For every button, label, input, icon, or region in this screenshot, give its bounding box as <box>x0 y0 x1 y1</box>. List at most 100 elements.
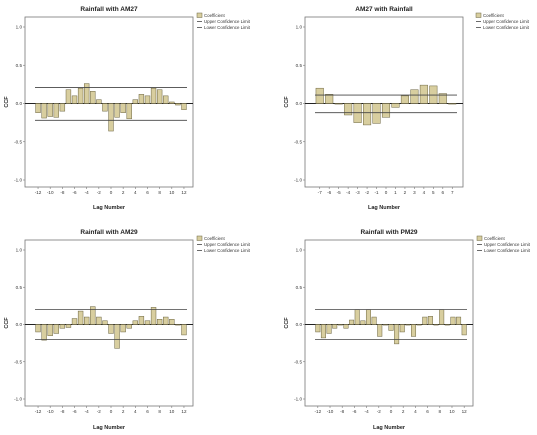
x-tick-label: 4 <box>414 409 417 414</box>
x-tick-label: -6 <box>72 409 77 414</box>
chart-panel-1: Rainfall with AM27 1.0 0.5 0.0 -0.5 -1.0 -12 -1… <box>4 6 251 211</box>
ccf-bar <box>371 316 377 325</box>
ccf-bar <box>156 319 163 325</box>
ccf-bar <box>332 324 338 329</box>
x-tick-label: 12 <box>181 409 187 414</box>
ccf-bar <box>343 324 349 329</box>
ccf-bar <box>365 309 371 325</box>
x-tick-label: -4 <box>365 409 370 414</box>
ccf-bar <box>433 324 439 326</box>
ccf-bar <box>41 324 47 341</box>
ccf-bar <box>163 95 169 104</box>
x-tick-label: -3 <box>356 190 361 195</box>
y-tick-label: 0.0 <box>296 322 303 327</box>
ccf-bar <box>163 316 169 325</box>
y-axis-label: CCF <box>4 96 10 108</box>
ccf-bar <box>144 320 151 325</box>
ccf-bar <box>102 320 108 325</box>
ccf-bar <box>326 324 332 334</box>
ccf-bar <box>175 103 181 106</box>
x-axis-label: Lag Number <box>93 425 126 431</box>
ccf-bar <box>315 324 321 333</box>
ccf-bar <box>405 324 411 326</box>
x-tick-label: 8 <box>158 190 161 195</box>
y-tick-label: -0.5 <box>294 139 302 144</box>
ccf-bar <box>59 103 66 112</box>
ccf-bar <box>419 84 428 104</box>
ccf-bar <box>35 324 41 333</box>
ccf-bar <box>47 324 53 336</box>
x-tick-label: -8 <box>340 409 345 414</box>
legend-coefficient-swatch <box>196 235 203 241</box>
y-tick-label: 1.0 <box>16 248 23 253</box>
x-tick-label: 10 <box>169 190 175 195</box>
ccf-bar <box>439 309 445 325</box>
ccf-bar <box>399 324 405 333</box>
ccf-bar <box>114 103 120 118</box>
chart-panel-4: Rainfall with PM29 1.0 0.5 0.0 -0.5 -1.0 -12 -1… <box>284 229 531 431</box>
ccf-bar <box>377 324 383 337</box>
ccf-bar <box>169 101 175 104</box>
x-tick-label: -1 <box>374 190 379 195</box>
y-tick-label: 1.0 <box>296 248 303 253</box>
x-tick-label: 8 <box>439 409 442 414</box>
y-tick-label: -1.0 <box>14 178 22 183</box>
x-tick-label: -12 <box>314 409 321 414</box>
x-tick-label: 4 <box>134 409 137 414</box>
x-tick-label: -7 <box>318 190 323 195</box>
ccf-bar <box>59 324 66 329</box>
plot-frame <box>304 239 474 407</box>
y-tick-label: 0.5 <box>16 285 23 290</box>
ccf-bar <box>65 324 72 328</box>
ccf-bar <box>181 324 187 336</box>
legend-coefficient-swatch <box>196 12 203 18</box>
ccf-bar <box>320 324 326 339</box>
ccf-bar <box>438 93 447 104</box>
x-tick-label: 8 <box>158 409 161 414</box>
legend-upper-label: Upper Confidence Limit <box>483 19 530 24</box>
x-tick-label: -4 <box>85 409 90 414</box>
ccf-bar <box>77 87 84 104</box>
y-tick-label: -0.5 <box>14 359 22 364</box>
legend-coefficient-swatch <box>475 12 482 18</box>
x-tick-label: 6 <box>442 190 445 195</box>
x-tick-label: -2 <box>97 409 102 414</box>
ccf-bar <box>444 324 450 326</box>
legend-coefficient-label: Coefficient <box>204 13 225 18</box>
x-tick-label: -6 <box>327 190 332 195</box>
x-axis-label: Lag Number <box>373 425 406 431</box>
x-axis-label: Lag Number <box>368 205 401 211</box>
chart-title: AM27 with Rainfall <box>355 6 413 13</box>
x-tick-label: -2 <box>365 190 370 195</box>
ccf-bar <box>427 316 433 325</box>
ccf-bar <box>132 320 139 325</box>
ccf-bar <box>416 324 422 326</box>
legend-lower-label: Lower Confidence Limit <box>484 248 531 253</box>
y-tick-label: 0.0 <box>296 101 303 106</box>
ccf-bar <box>391 103 400 108</box>
ccf-bar <box>47 103 53 117</box>
ccf-bar <box>461 324 467 336</box>
x-tick-label: -4 <box>346 190 351 195</box>
ccf-bar <box>71 318 78 325</box>
ccf-bar <box>77 310 84 325</box>
x-tick-label: -8 <box>60 190 65 195</box>
ccf-bar <box>344 103 353 116</box>
x-tick-label: 6 <box>146 190 149 195</box>
x-tick-label: 0 <box>385 190 388 195</box>
y-tick-label: -0.5 <box>14 139 22 144</box>
ccf-bar <box>35 103 41 113</box>
ccf-bar <box>71 95 78 104</box>
ccf-bar <box>349 319 355 325</box>
chart-title: Rainfall with AM29 <box>80 229 138 236</box>
ccf-bar <box>169 319 175 325</box>
ccf-bar <box>363 103 372 126</box>
ccf-bar <box>65 89 72 104</box>
x-tick-label: -2 <box>377 409 382 414</box>
legend-upper-label: Upper Confidence Limit <box>484 242 531 247</box>
y-axis-label: CCF <box>284 317 290 329</box>
ccf-bar <box>334 103 343 105</box>
ccf-bar <box>90 91 96 104</box>
y-tick-label: 0.5 <box>16 63 23 68</box>
